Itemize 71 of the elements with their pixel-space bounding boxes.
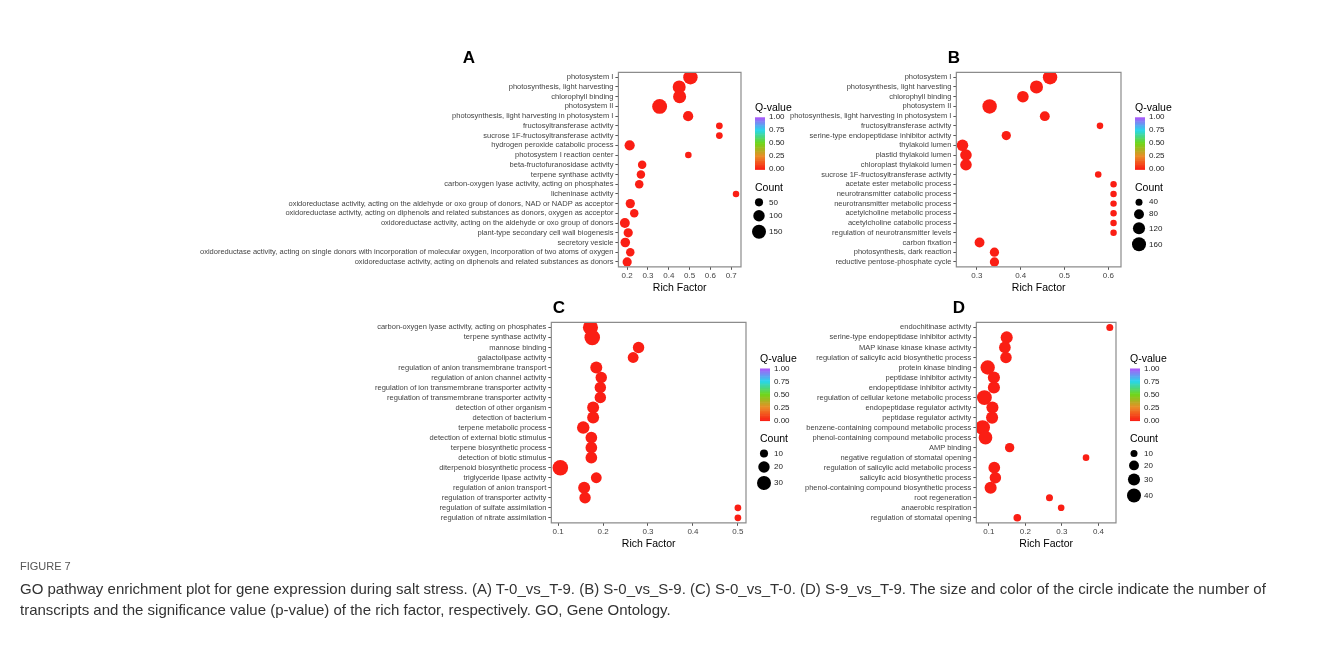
x-tick-label: 0.6 (1102, 270, 1115, 280)
x-tick-label: 0.4 (663, 270, 675, 280)
legend-label: 10 (1144, 448, 1154, 458)
chart-title: D (952, 297, 966, 317)
x-tick-label: 0.7 (725, 270, 738, 280)
legend-title: Count (1130, 432, 1159, 445)
text: A (462, 47, 476, 67)
x-tick-label: 0.1 (983, 526, 995, 536)
legend-label: 20 (774, 462, 784, 472)
x-tick-label: 0.2 (597, 526, 610, 536)
legend-label: 40 (1144, 490, 1154, 500)
chart-title: C (552, 297, 566, 317)
x-tick-label: 0.3 (1056, 526, 1069, 536)
color-bar-label: 0.00 (774, 415, 791, 425)
x-tick-label: 0.4 (1015, 270, 1027, 280)
color-bar-title: Q-value (1130, 352, 1167, 365)
x-axis-title: Rich Factor (621, 536, 676, 549)
x-tick-label: 0.5 (1058, 270, 1071, 280)
color-bar-label: 0.00 (1149, 164, 1166, 174)
x-tick-label: 0.2 (1019, 526, 1032, 536)
x-tick-label: 0.2 (621, 270, 634, 280)
color-bar-title: Q-value (1135, 101, 1172, 114)
color-bar-title: Q-value (755, 101, 792, 114)
color-bar-label: 0.75 (1149, 125, 1166, 135)
x-axis-title: Rich Factor (1019, 536, 1074, 549)
color-bar-label: 0.00 (769, 164, 786, 174)
x-tick-label: 0.1 (552, 526, 565, 536)
x-axis-title: Rich Factor (1011, 280, 1067, 293)
color-bar-label: 0.25 (774, 402, 791, 412)
legend-label: 80 (1149, 209, 1159, 219)
color-bar-label: 0.00 (1144, 415, 1161, 425)
color-bar-label: 1.00 (1144, 363, 1161, 373)
legend-label: 50 (769, 197, 779, 207)
color-bar-label: 0.50 (1144, 389, 1161, 399)
x-tick-label: 0.4 (687, 526, 700, 536)
color-bar-label: 0.75 (1144, 376, 1161, 386)
legend-label: 120 (1149, 223, 1163, 233)
legend-label: 20 (1144, 460, 1154, 470)
color-bar-label: 0.25 (1144, 402, 1161, 412)
legend-label: 30 (1144, 474, 1154, 484)
color-bar-label: 0.50 (774, 389, 791, 399)
legend-title: Count (760, 432, 789, 445)
x-tick-label: 0.5 (732, 526, 745, 536)
color-bar-title: Q-value (760, 352, 797, 365)
color-bar-label: 1.00 (774, 363, 791, 373)
text: GO pathway enrichment plot for gene expression during salt stress. (A) T-0_vs_T-9. (B) S-0_vs_S-9. (C) S-0_vs_T-0. (D) S-9_vs_T-9. The size and color of the circle indicate the number of transcripts and the significance value (p-value) of the rich factor, respectively. GO, Gene Ontology. (20, 579, 1267, 620)
color-bar-label: 0.25 (1149, 151, 1166, 161)
caption: FIGURE 7 (20, 560, 72, 572)
color-bar-label: 0.25 (769, 151, 786, 161)
x-tick-label: 0.3 (642, 526, 655, 536)
color-bar-label: 1.00 (769, 112, 786, 122)
color-bar-label: 0.50 (769, 138, 786, 148)
chart-title: B (947, 47, 961, 67)
x-tick-label: 0.4 (1092, 526, 1105, 536)
color-bar-label: 0.75 (774, 376, 791, 386)
legend-label: 40 (1149, 197, 1159, 207)
legend-label: 30 (774, 478, 784, 488)
x-axis-title: Rich Factor (652, 280, 708, 293)
legend-label: 10 (774, 448, 784, 458)
color-bar-label: 0.75 (769, 125, 786, 135)
color-bar-label: 0.50 (1149, 138, 1166, 148)
legend-label: 100 (769, 211, 783, 220)
legend-title: Count (1135, 181, 1164, 194)
x-tick-label: 0.5 (684, 270, 696, 280)
legend-title: Count (755, 181, 784, 194)
x-tick-label: 0.3 (971, 270, 984, 280)
x-tick-label: 0.3 (642, 270, 655, 280)
x-tick-label: 0.6 (704, 270, 717, 280)
color-bar-label: 1.00 (1149, 112, 1166, 122)
legend-label: 160 (1149, 239, 1163, 249)
legend-label: 150 (769, 227, 783, 236)
